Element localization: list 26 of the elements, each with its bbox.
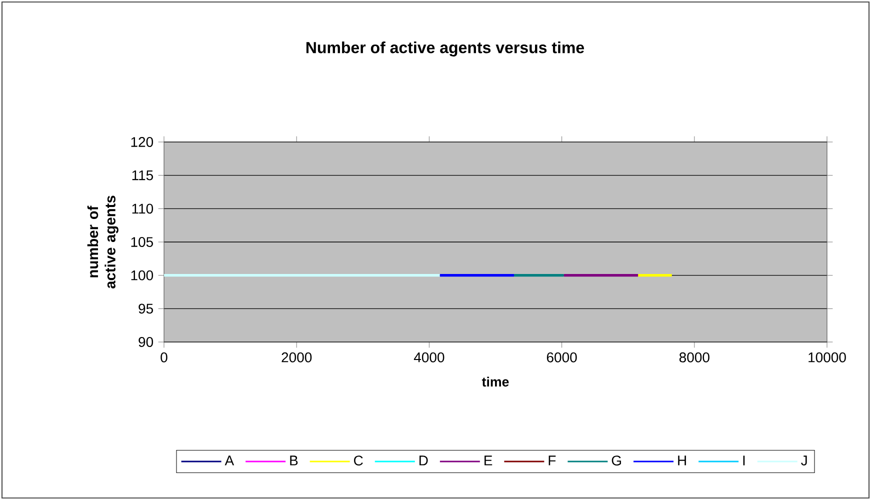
- legend-label: H: [678, 456, 686, 466]
- y-tick-label: 115: [132, 170, 154, 180]
- y-tick-label: 110: [132, 204, 154, 214]
- legend-label: B: [290, 456, 298, 466]
- x-tick-label: 2000: [282, 352, 312, 362]
- legend-label: D: [420, 456, 428, 466]
- x-tick-label: 10000: [808, 352, 846, 362]
- legend-label: F: [548, 456, 556, 466]
- x-tick-label: 4000: [414, 352, 444, 362]
- y-tick-label: 120: [131, 137, 154, 147]
- y-axis-title: number of active agents: [87, 196, 118, 288]
- legend-label: C: [354, 456, 363, 466]
- legend-label: A: [224, 456, 234, 466]
- legend-label: E: [484, 456, 492, 466]
- legend-label: G: [612, 456, 621, 466]
- legend-label: J: [801, 456, 807, 466]
- legend-label: I: [743, 456, 745, 466]
- x-tick-label: 6000: [546, 352, 577, 362]
- x-axis-title: time: [482, 376, 509, 387]
- y-tick-label: 90: [138, 337, 154, 347]
- y-tick-label: 95: [138, 304, 154, 314]
- y-tick-label: 100: [131, 270, 154, 280]
- x-tick-label: 8000: [679, 352, 710, 362]
- y-tick-label: 105: [131, 237, 153, 247]
- x-tick-label: 0: [160, 352, 168, 362]
- chart-title: Number of active agents versus time: [306, 42, 584, 56]
